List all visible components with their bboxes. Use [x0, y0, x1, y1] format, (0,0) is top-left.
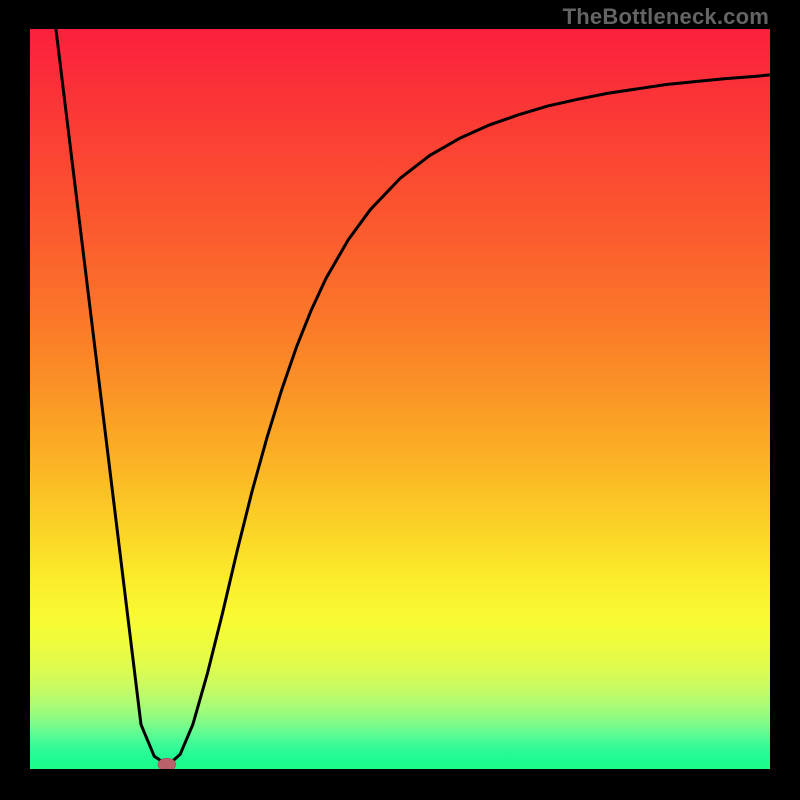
watermark-text: TheBottleneck.com	[563, 4, 769, 30]
bottleneck-chart	[30, 29, 770, 769]
gradient-background	[30, 29, 770, 769]
minimum-marker	[158, 758, 176, 769]
chart-svg	[30, 29, 770, 769]
